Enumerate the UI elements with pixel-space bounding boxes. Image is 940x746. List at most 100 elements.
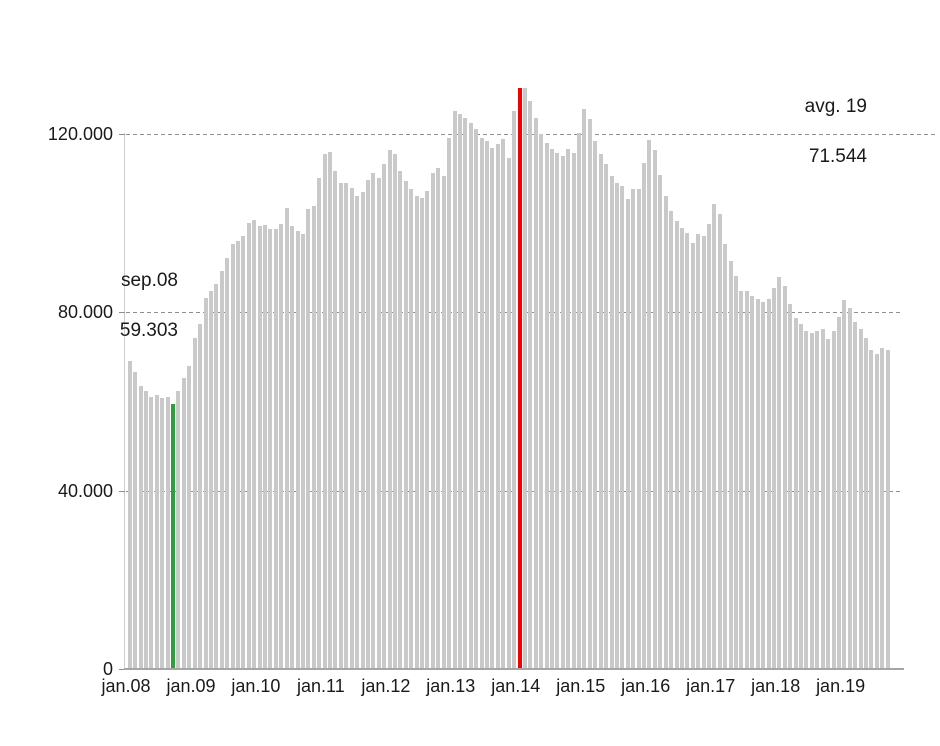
bar	[880, 347, 885, 669]
bar	[398, 171, 403, 669]
bar	[479, 138, 484, 669]
bar	[647, 140, 652, 669]
y-axis-label: 80.000	[57, 302, 113, 322]
bar	[652, 149, 657, 669]
bar	[263, 224, 268, 669]
bar	[663, 196, 668, 669]
annotation-sep08-value: 59.303	[119, 320, 178, 341]
bar	[241, 236, 246, 669]
bar	[474, 129, 479, 669]
bar	[598, 154, 603, 669]
bar	[506, 158, 511, 669]
bar	[734, 275, 739, 669]
bar	[604, 163, 609, 669]
bar	[300, 234, 305, 669]
bar	[457, 114, 462, 669]
bar	[360, 191, 365, 669]
bar	[826, 339, 831, 669]
bar	[788, 304, 793, 669]
bar	[328, 151, 333, 669]
bar	[560, 155, 565, 669]
bar	[252, 220, 257, 669]
bar	[750, 295, 755, 669]
bar	[533, 117, 538, 669]
bar	[225, 258, 230, 669]
bar	[858, 329, 863, 669]
bar	[593, 141, 598, 669]
bar	[723, 244, 728, 669]
annotation-sep08-month: sep.08	[120, 270, 178, 291]
bar	[614, 183, 619, 669]
bar	[577, 133, 582, 669]
bar	[143, 390, 148, 669]
x-axis-label-jan.19: jan.19	[816, 676, 866, 696]
bar	[214, 283, 219, 669]
bar	[425, 191, 430, 669]
bar	[620, 186, 625, 669]
bar	[246, 222, 251, 669]
x-axis-label-jan.17: jan.17	[686, 676, 736, 696]
bar	[642, 163, 647, 669]
bar	[268, 228, 273, 669]
bar	[501, 139, 506, 669]
bar	[864, 337, 868, 669]
bar	[176, 391, 181, 669]
x-axis-label-jan.08: jan.08	[101, 676, 151, 696]
bar	[549, 149, 554, 669]
bar	[295, 230, 300, 669]
x-axis-label-jan.09: jan.09	[166, 676, 216, 696]
bar	[636, 188, 641, 669]
bar	[495, 144, 500, 669]
bar	[793, 317, 798, 669]
bar	[544, 142, 549, 669]
bar	[631, 188, 636, 669]
bar	[799, 324, 804, 669]
bar	[701, 236, 706, 669]
bar	[365, 180, 370, 669]
y-axis-label: 120.000	[47, 124, 113, 144]
bar	[414, 196, 419, 669]
x-axis-label-jan.14: jan.14	[491, 676, 541, 696]
bar	[149, 396, 154, 669]
bar	[874, 353, 879, 669]
bar	[885, 349, 890, 669]
bar	[831, 331, 836, 669]
bar	[512, 110, 517, 669]
bar	[219, 270, 224, 669]
bar	[284, 207, 289, 669]
bar	[154, 394, 159, 669]
bar	[842, 300, 847, 669]
bar	[658, 175, 663, 669]
bar	[452, 111, 457, 669]
x-axis-label-jan.18: jan.18	[751, 676, 801, 696]
y-axis-label: 0	[102, 659, 113, 679]
bar	[712, 204, 717, 669]
x-axis-baseline	[124, 668, 904, 670]
bar	[344, 183, 349, 669]
x-axis-label-jan.11: jan.11	[297, 676, 345, 696]
x-axis-label-jan.16: jan.16	[621, 676, 671, 696]
bar	[674, 221, 679, 669]
bar	[133, 372, 138, 669]
bar	[582, 109, 587, 669]
bar	[853, 321, 858, 669]
bar	[728, 261, 733, 669]
bar	[403, 180, 408, 669]
bar	[257, 225, 262, 669]
bar	[420, 197, 425, 669]
bar	[387, 150, 392, 669]
bar	[696, 233, 701, 669]
bar	[165, 396, 170, 669]
bar	[625, 199, 630, 669]
bar	[382, 164, 387, 669]
bar	[587, 119, 592, 669]
bar	[198, 324, 203, 669]
bar	[761, 302, 766, 669]
bar	[869, 349, 874, 669]
bar	[815, 331, 820, 669]
bar	[690, 242, 695, 669]
bar	[181, 378, 186, 669]
bar	[809, 332, 814, 669]
bar	[338, 182, 343, 669]
bar	[669, 211, 674, 669]
